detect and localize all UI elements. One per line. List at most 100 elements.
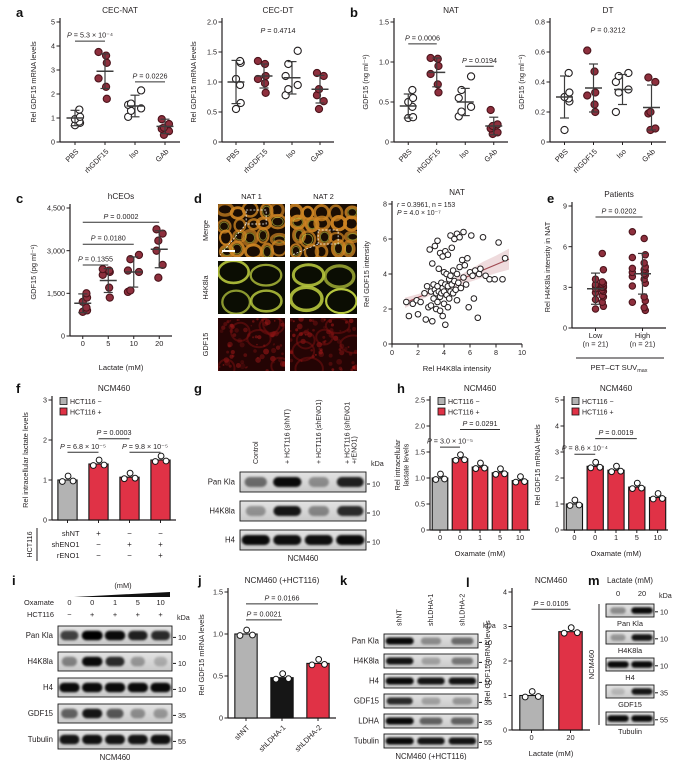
svg-text:10: 10 (660, 607, 668, 616)
svg-text:GDF15: GDF15 (201, 333, 210, 357)
svg-text:GAb: GAb (640, 147, 657, 164)
svg-text:Iso: Iso (457, 147, 470, 160)
svg-text:HCT116 −: HCT116 − (70, 399, 102, 406)
svg-text:GDF15 (pg ml⁻¹): GDF15 (pg ml⁻¹) (30, 244, 38, 299)
svg-text:P = 3.0 × 10⁻⁵: P = 3.0 × 10⁻⁵ (427, 437, 473, 446)
svg-text:+ HCT116 (shNT): + HCT116 (shNT) (284, 409, 291, 464)
svg-text:+ HCT116 (shENO1): + HCT116 (shENO1) (316, 399, 323, 464)
svg-text:0: 0 (572, 533, 576, 542)
panel-letter-d: d (194, 191, 202, 206)
svg-text:20: 20 (155, 339, 163, 348)
svg-text:Pan Kla: Pan Kla (617, 619, 644, 628)
panel-j-gdf15-barchart: 0 0.5 1.0 1.5 NCM460 (+HCT116) Rel GDF15 mRNA… (198, 574, 342, 760)
panel-c-hceos-dotplot: 0 1,500 3,000 4,500 hCEOs GDF15 (pg ml⁻¹) 0 5 10… (30, 190, 178, 374)
svg-text:shLDHA-2: shLDHA-2 (293, 723, 323, 753)
panel-letter-b: b (350, 5, 358, 20)
svg-text:rhGDF15: rhGDF15 (83, 147, 111, 175)
svg-text:2: 2 (43, 436, 47, 445)
svg-text:3: 3 (563, 283, 567, 292)
svg-text:HCT116 +: HCT116 + (448, 410, 480, 417)
svg-text:5: 5 (635, 533, 639, 542)
svg-text:(n = 21): (n = 21) (630, 340, 656, 349)
svg-text:0.8: 0.8 (535, 18, 545, 27)
svg-text:10: 10 (484, 658, 492, 667)
svg-text:+: + (136, 610, 140, 619)
svg-text:Oxamate (mM): Oxamate (mM) (455, 549, 506, 558)
svg-text:(mM): (mM) (114, 581, 131, 590)
panel-d-microscopy-grid: NAT 1 NAT 2 Merge H4K8la GDF15 (196, 190, 360, 374)
svg-text:1.5: 1.5 (207, 48, 217, 57)
svg-text:0: 0 (390, 348, 394, 357)
svg-text:0: 0 (213, 138, 217, 147)
svg-text:NCM460: NCM460 (588, 650, 596, 679)
svg-text:1.0: 1.0 (415, 474, 425, 483)
svg-text:HCT116: HCT116 (25, 531, 34, 557)
svg-text:Patients: Patients (604, 190, 634, 199)
svg-text:shNT: shNT (233, 723, 252, 742)
svg-text:8: 8 (383, 200, 387, 209)
svg-text:1.5: 1.5 (415, 448, 425, 457)
svg-text:H4: H4 (369, 677, 380, 686)
svg-text:H4K8la: H4K8la (201, 274, 210, 299)
svg-text:P = 4.0 × 10⁻⁷: P = 4.0 × 10⁻⁷ (397, 210, 441, 217)
svg-text:+: + (90, 610, 94, 619)
svg-text:2: 2 (555, 474, 559, 483)
svg-text:0: 0 (458, 533, 462, 542)
svg-text:1: 1 (478, 533, 482, 542)
svg-text:35: 35 (178, 711, 186, 720)
svg-text:0: 0 (616, 589, 620, 598)
svg-text:Control: Control (253, 441, 260, 464)
svg-text:lactate levels: lactate levels (402, 443, 411, 486)
svg-text:P = 5.3 × 10⁻⁴: P = 5.3 × 10⁻⁴ (67, 31, 113, 40)
svg-text:kDa: kDa (177, 613, 190, 622)
svg-text:Rel intracellular: Rel intracellular (394, 439, 402, 490)
svg-text:1.0: 1.0 (379, 58, 389, 67)
svg-text:Rel GDF15 mRNA levels: Rel GDF15 mRNA levels (534, 424, 542, 506)
svg-text:NCM460: NCM460 (288, 554, 319, 563)
panel-letter-f: f (16, 381, 21, 396)
svg-text:P = 0.1355: P = 0.1355 (78, 254, 113, 263)
svg-text:10: 10 (178, 685, 186, 694)
svg-text:10: 10 (178, 633, 186, 642)
svg-text:LDHA: LDHA (358, 717, 380, 726)
svg-text:GAb: GAb (154, 147, 171, 164)
svg-text:5: 5 (555, 396, 559, 405)
svg-text:shNT: shNT (397, 609, 404, 626)
svg-text:0.5: 0.5 (379, 98, 389, 107)
svg-text:P = 0.0166: P = 0.0166 (265, 593, 300, 602)
svg-text:10: 10 (156, 598, 164, 607)
svg-text:5: 5 (106, 339, 110, 348)
svg-text:kDa: kDa (483, 621, 496, 630)
svg-text:4: 4 (555, 422, 559, 431)
svg-text:0.2: 0.2 (535, 108, 545, 117)
svg-text:3: 3 (503, 622, 507, 631)
svg-text:−: − (67, 610, 71, 619)
svg-text:PBS: PBS (225, 147, 242, 164)
svg-text:Rel GDF15 mRNA levels: Rel GDF15 mRNA levels (198, 614, 206, 696)
svg-text:rhGDF15: rhGDF15 (242, 147, 270, 175)
svg-text:6: 6 (468, 348, 472, 357)
svg-text:10: 10 (372, 538, 380, 547)
panel-f-lactate-barchart: 0 1 2 3 NCM460 Rel intracellular lactate leve… (22, 382, 182, 572)
svg-text:6: 6 (563, 242, 567, 251)
svg-text:0.5: 0.5 (415, 500, 425, 509)
svg-text:5: 5 (136, 598, 140, 607)
svg-text:1: 1 (43, 476, 47, 485)
svg-text:NCM460 (+HCT116): NCM460 (+HCT116) (245, 576, 320, 585)
svg-text:0.4: 0.4 (535, 78, 545, 87)
panel-h-gdf15-barchart: 0 1 2 3 4 5 NCM460 Rel GDF15 mRNA levels 0 0 1 5 10 O… (534, 382, 674, 560)
svg-text:NCM460: NCM460 (600, 384, 633, 393)
svg-text:1: 1 (614, 533, 618, 542)
svg-text:2: 2 (503, 657, 507, 666)
svg-text:2.0: 2.0 (415, 422, 425, 431)
svg-text:P = 6.8 × 10⁻⁵: P = 6.8 × 10⁻⁵ (60, 442, 106, 451)
svg-text:−: − (96, 540, 101, 549)
svg-text:0: 0 (81, 339, 85, 348)
svg-text:NCM460: NCM460 (535, 576, 568, 585)
svg-text:10: 10 (653, 533, 661, 542)
svg-text:Pan Kla: Pan Kla (26, 631, 54, 640)
svg-text:(n = 21): (n = 21) (583, 340, 609, 349)
svg-text:DT: DT (603, 6, 614, 15)
svg-text:H4: H4 (43, 683, 54, 692)
